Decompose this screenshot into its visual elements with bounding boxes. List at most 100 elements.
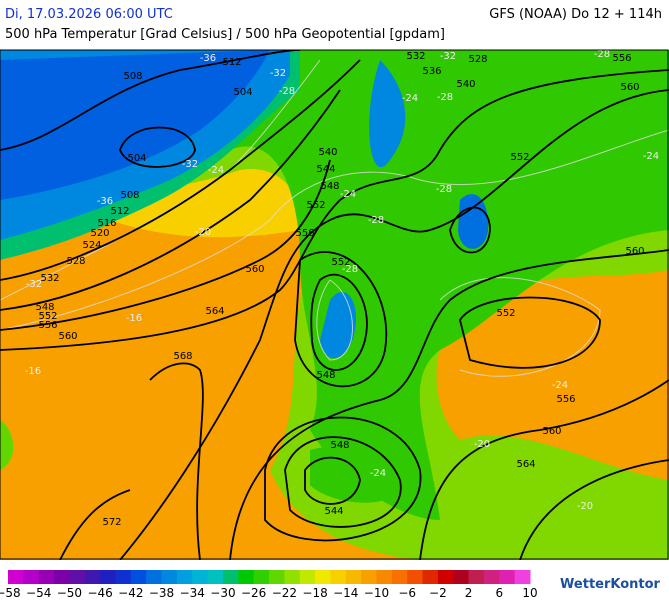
colorbar-swatch: [391, 570, 408, 584]
colorbar-swatch: [84, 570, 101, 584]
colorbar-swatch: [407, 570, 424, 584]
contour-label: 548: [320, 181, 339, 192]
contour-label: 568: [173, 351, 192, 362]
colorbar-swatch: [69, 570, 86, 584]
colorbar-swatch: [23, 570, 40, 584]
temp-label: -28: [279, 86, 295, 97]
temp-label: -24: [208, 165, 224, 176]
contour-label: 552: [38, 311, 57, 322]
contour-label: 508: [123, 71, 142, 82]
temp-label: -24: [643, 151, 659, 162]
colorbar-swatch: [376, 570, 393, 584]
contour-label: 544: [316, 164, 335, 175]
colorbar-label: −2: [429, 586, 447, 600]
colorbar-label: −42: [118, 586, 143, 600]
contour-label: 564: [516, 459, 535, 470]
contour-label: 556: [556, 394, 575, 405]
colorbar-label: −26: [241, 586, 266, 600]
contour-label: 536: [422, 66, 441, 77]
contour-label: 512: [222, 57, 241, 68]
colorbar-swatch: [499, 570, 516, 584]
contour-label: 556: [612, 53, 631, 64]
contour-label: 556: [295, 228, 314, 239]
contour-label: 512: [110, 206, 129, 217]
temp-label: -16: [25, 366, 41, 377]
contour-label: 560: [245, 264, 264, 275]
temp-label: -24: [402, 93, 418, 104]
colorbar-swatch: [54, 570, 70, 584]
colorbar-label: 6: [495, 586, 503, 600]
colorbar-swatch: [315, 570, 331, 584]
contour-label: 548: [35, 302, 54, 313]
colorbar-label: −14: [333, 586, 358, 600]
map-frame: [0, 49, 669, 560]
colorbar-label: −54: [26, 586, 51, 600]
colorbar-swatch: [453, 570, 470, 584]
colorbar-label: −46: [87, 586, 112, 600]
temp-label: -28: [594, 49, 610, 60]
temp-label: -24: [552, 380, 568, 391]
map: [0, 50, 669, 560]
colorbar-label: −10: [364, 586, 389, 600]
contour-label: 560: [625, 246, 644, 257]
temp-label: -20: [474, 439, 490, 450]
colorbar-swatch: [253, 570, 270, 584]
contour-label: 548: [330, 440, 349, 451]
model: GFS (NOAA) Do 12 + 114h: [489, 7, 662, 22]
contour-label: 516: [97, 218, 116, 229]
colorbar-swatch: [284, 570, 301, 584]
contour-label: 508: [120, 190, 139, 201]
colorbar-swatch: [207, 570, 224, 584]
colorbar: −58 −54 −50 −46 −42 −38 −34 −30 −26 −22 −18 −14 −10−…: [0, 570, 538, 600]
contour-label: 528: [66, 256, 85, 267]
contour-label: 540: [456, 79, 475, 90]
temp-label: -32: [26, 279, 42, 290]
colorbar-swatch: [130, 570, 147, 584]
colorbar-swatch: [222, 570, 239, 584]
contour-label: 560: [620, 82, 639, 93]
datetime: Di, 17.03.2026 06:00 UTC: [5, 7, 173, 22]
temp-label: -28: [368, 215, 384, 226]
colorbar-label: 2: [465, 586, 473, 600]
colorbar-swatch: [483, 570, 500, 584]
contour-label: 552: [331, 257, 350, 268]
contour-label: 532: [406, 51, 425, 62]
colorbar-swatch: [422, 570, 439, 584]
colorbar-label: −38: [149, 586, 174, 600]
colorbar-swatch: [330, 570, 347, 584]
temp-label: -28: [342, 264, 358, 275]
colorbar-swatch: [161, 570, 178, 584]
temp-label: -32: [182, 159, 198, 170]
colorbar-label: −22: [272, 586, 297, 600]
contour-label: 544: [324, 506, 343, 517]
colorbar-swatch: [176, 570, 193, 584]
colorbar-swatch: [345, 570, 362, 584]
contour-label: 504: [233, 87, 252, 98]
colorbar-swatch: [146, 570, 163, 584]
colorbar-label: 10: [522, 586, 537, 600]
contour-label: 540: [318, 147, 337, 158]
temp-label: -24: [340, 189, 356, 200]
contour-label: 504: [127, 153, 146, 164]
colorbar-swatch: [100, 570, 116, 584]
contour-label: 520: [90, 228, 109, 239]
temp-label: -28: [436, 184, 452, 195]
contour-label: 552: [306, 200, 325, 211]
colorbar-label: −50: [57, 586, 82, 600]
temp-label: -24: [370, 468, 386, 479]
contour-label: 548: [316, 370, 335, 381]
brand: WetterKontor: [560, 577, 661, 592]
colorbar-label: −30: [210, 586, 235, 600]
contour-label: 552: [496, 308, 515, 319]
temp-label: -36: [200, 53, 216, 64]
colorbar-label: −34: [180, 586, 205, 600]
colorbar-swatch: [468, 570, 485, 584]
contour-label: 564: [205, 306, 224, 317]
contour-label: 524: [82, 240, 101, 251]
contour-label: 532: [40, 273, 59, 284]
colorbar-label: −18: [302, 586, 327, 600]
temp-label: -36: [97, 196, 113, 207]
map-title: 500 hPa Temperatur [Grad Celsius] / 500 …: [5, 27, 445, 42]
temp-label: -32: [440, 51, 456, 62]
